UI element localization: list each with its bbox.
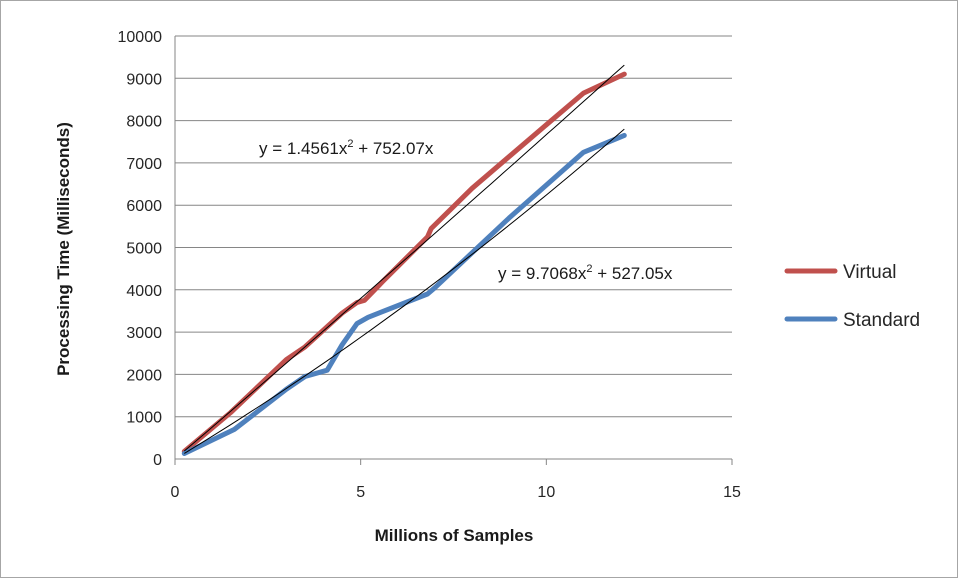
y-axis-title: Processing Time (Milliseconds) [54, 122, 73, 376]
y-tick-label: 7000 [126, 156, 162, 173]
y-tick-label: 1000 [126, 410, 162, 427]
legend: Virtual Standard [784, 262, 920, 331]
x-axis-title: Millions of Samples [375, 526, 534, 545]
y-tick-label: 0 [153, 452, 162, 469]
trendline-equation-standard: y = 9.7068x2 + 527.05x [498, 263, 673, 283]
axes [174, 36, 733, 465]
x-tick-label: 5 [356, 484, 365, 501]
trendline-standard [184, 128, 625, 454]
x-tick-label: 15 [723, 484, 741, 501]
trendline-virtual [183, 64, 625, 452]
y-tick-label: 4000 [126, 283, 162, 300]
y-tick-label: 3000 [126, 325, 162, 342]
legend-label-standard: Standard [843, 310, 920, 331]
gridlines [175, 35, 732, 418]
trendlines [183, 64, 625, 454]
x-tick-label: 0 [171, 484, 180, 501]
y-tick-labels: 0 1000 2000 3000 4000 5000 6000 7000 8000 9000 100… [118, 29, 163, 469]
series-lines [181, 71, 627, 456]
trendline-equation-virtual: y = 1.4561x2 + 752.07x [259, 138, 434, 158]
y-tick-label: 8000 [126, 114, 162, 131]
x-tick-labels: 0 5 10 15 [171, 484, 741, 501]
y-tick-label: 5000 [126, 241, 162, 258]
series-line-virtual [181, 71, 627, 454]
y-tick-label: 9000 [126, 71, 162, 88]
y-tick-label: 6000 [126, 198, 162, 215]
legend-label-virtual: Virtual [843, 262, 897, 283]
x-tick-label: 10 [537, 484, 555, 501]
y-tick-label: 2000 [126, 367, 162, 384]
series-line-standard [181, 132, 627, 456]
y-tick-label: 10000 [118, 29, 163, 46]
